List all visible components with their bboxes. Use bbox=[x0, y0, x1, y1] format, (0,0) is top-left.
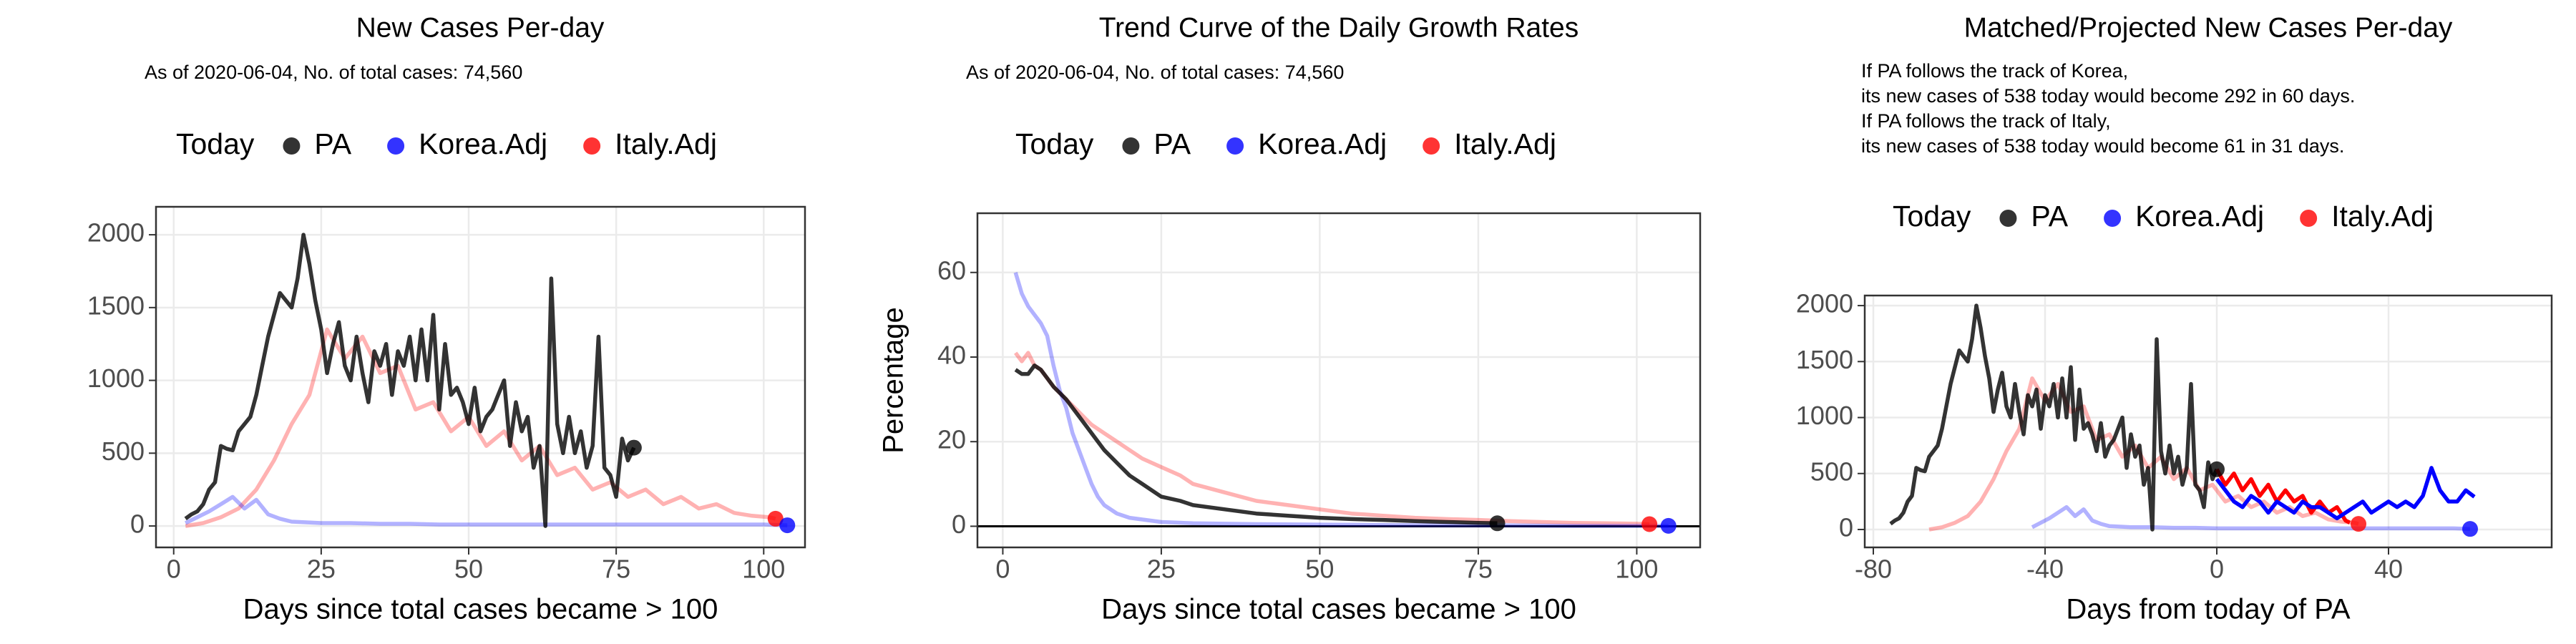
y-tick-label: 500 bbox=[102, 436, 145, 466]
x-tick-label: 40 bbox=[2374, 555, 2403, 584]
series-line bbox=[185, 327, 776, 528]
panel-border bbox=[976, 212, 1702, 549]
today-marker bbox=[1641, 516, 1658, 532]
legend-label: PA bbox=[1153, 127, 1191, 160]
x-axis-title: Days since total cases became > 100 bbox=[1101, 594, 1576, 625]
x-tick-label: 100 bbox=[1615, 555, 1658, 584]
legend-marker bbox=[2104, 210, 2122, 227]
legend: Today PA Korea.Adj Italy.Adj bbox=[176, 127, 717, 160]
x-tick-label: 50 bbox=[454, 555, 483, 584]
today-marker bbox=[1660, 517, 1677, 534]
legend-marker bbox=[583, 137, 601, 155]
today-marker bbox=[1489, 515, 1506, 532]
legend-marker bbox=[387, 137, 405, 155]
y-tick-label: 1500 bbox=[87, 291, 145, 320]
y-tick-label: 2000 bbox=[1796, 289, 1853, 318]
legend-title: Today bbox=[176, 127, 255, 160]
series-line bbox=[2031, 504, 2471, 531]
plot-background bbox=[156, 207, 805, 547]
today-marker bbox=[779, 517, 796, 534]
legend-label: Korea.Adj bbox=[419, 127, 547, 160]
subtitle: As of 2020-06-04, No. of total cases: 74… bbox=[145, 62, 522, 83]
projection-line bbox=[2215, 466, 2476, 521]
chart-title: Trend Curve of the Daily Growth Rates bbox=[1099, 12, 1579, 43]
today-marker bbox=[2462, 521, 2478, 537]
y-axis-title: Percentage bbox=[878, 307, 909, 454]
legend: Today PA Korea.Adj Italy.Adj bbox=[1015, 127, 1556, 160]
subtitle-line: its new cases of 538 today would become … bbox=[1861, 85, 2355, 107]
series-line bbox=[1014, 364, 1498, 526]
subtitle-line: If PA follows the track of Italy, bbox=[1861, 110, 2111, 132]
y-tick-label: 500 bbox=[1810, 457, 1853, 486]
today-marker bbox=[2209, 461, 2225, 477]
legend: Today PA Korea.Adj Italy.Adj bbox=[1893, 200, 2434, 233]
x-tick-label: 100 bbox=[742, 555, 785, 584]
x-tick-label: 0 bbox=[995, 555, 1010, 584]
plot-area bbox=[1889, 303, 2476, 532]
x-tick-label: -80 bbox=[1855, 555, 1892, 584]
y-tick-label: 40 bbox=[937, 341, 966, 370]
x-axis-title: Days since total cases became > 100 bbox=[243, 594, 718, 625]
legend-marker bbox=[2300, 210, 2318, 227]
plot-background bbox=[977, 213, 1700, 547]
x-tick-label: 75 bbox=[602, 555, 630, 584]
today-marker bbox=[767, 510, 784, 527]
plot-area bbox=[184, 233, 788, 528]
y-tick-label: 0 bbox=[130, 509, 145, 539]
y-tick-label: 20 bbox=[937, 425, 966, 454]
x-tick-label: -40 bbox=[2026, 555, 2064, 584]
y-tick-label: 1000 bbox=[87, 364, 145, 393]
x-axis-title: Days from today of PA bbox=[2066, 594, 2351, 625]
chart-title: New Cases Per-day bbox=[356, 12, 605, 43]
legend-marker bbox=[1999, 210, 2017, 227]
plot-area bbox=[977, 272, 1700, 528]
chart-panel: Matched/Projected New Cases Per-day If PA… bbox=[1796, 12, 2553, 625]
legend-label: PA bbox=[314, 127, 351, 160]
subtitle: As of 2020-06-04, No. of total cases: 74… bbox=[966, 62, 1344, 83]
x-tick-label: 0 bbox=[2210, 555, 2224, 584]
legend-label: Italy.Adj bbox=[2331, 200, 2434, 233]
series-line bbox=[1889, 303, 2219, 532]
legend-label: Italy.Adj bbox=[615, 127, 717, 160]
legend-marker bbox=[1423, 137, 1440, 155]
projection-line bbox=[2215, 468, 2351, 525]
subtitle-line: its new cases of 538 today would become … bbox=[1861, 135, 2344, 157]
series-line bbox=[184, 233, 636, 528]
legend-title: Today bbox=[1893, 200, 1971, 233]
y-tick-label: 0 bbox=[952, 509, 966, 539]
today-marker bbox=[2351, 516, 2366, 532]
x-tick-label: 25 bbox=[307, 555, 336, 584]
legend-label: Korea.Adj bbox=[2135, 200, 2264, 233]
legend-marker bbox=[1122, 137, 1140, 155]
today-marker bbox=[625, 439, 642, 456]
legend-label: Italy.Adj bbox=[1454, 127, 1556, 160]
x-tick-label: 0 bbox=[167, 555, 181, 584]
x-tick-label: 75 bbox=[1464, 555, 1493, 584]
subtitle-line: If PA follows the track of Korea, bbox=[1861, 60, 2128, 82]
legend-marker bbox=[1226, 137, 1244, 155]
panel-border bbox=[155, 205, 806, 549]
series-line bbox=[184, 494, 788, 527]
y-tick-label: 60 bbox=[937, 255, 966, 285]
panel-border bbox=[1863, 294, 2553, 549]
chart-panel: New Cases Per-day As of 2020-06-04, No. o… bbox=[87, 12, 806, 625]
legend-marker bbox=[283, 137, 301, 155]
x-tick-label: 50 bbox=[1305, 555, 1334, 584]
y-tick-label: 1500 bbox=[1796, 345, 1853, 374]
chart-title: Matched/Projected New Cases Per-day bbox=[1964, 12, 2453, 43]
legend-title: Today bbox=[1015, 127, 1094, 160]
chart-panel: Trend Curve of the Daily Growth Rates As … bbox=[878, 12, 1702, 625]
series-line bbox=[1013, 272, 1669, 528]
y-tick-label: 1000 bbox=[1796, 401, 1853, 430]
y-tick-label: 2000 bbox=[87, 218, 145, 248]
plot-background bbox=[1865, 296, 2552, 547]
y-tick-label: 0 bbox=[1839, 512, 1853, 542]
legend-label: Korea.Adj bbox=[1258, 127, 1387, 160]
legend-label: PA bbox=[2031, 200, 2068, 233]
x-tick-label: 25 bbox=[1147, 555, 1176, 584]
